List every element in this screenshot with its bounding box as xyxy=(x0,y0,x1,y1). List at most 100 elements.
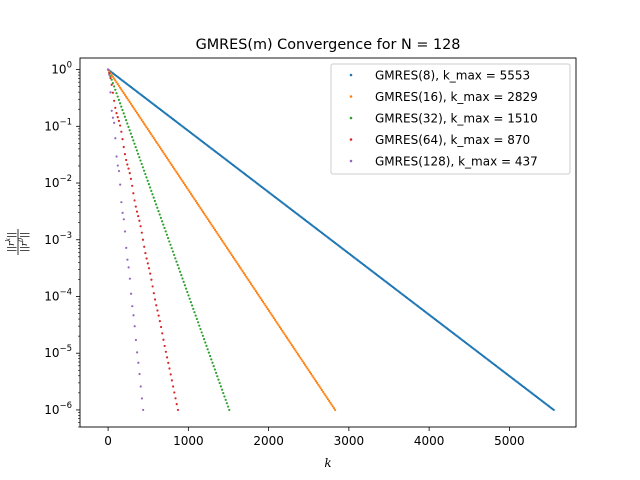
y-tick-label-exp: −6 xyxy=(59,401,72,411)
series-32-point xyxy=(110,78,113,81)
series-32-point xyxy=(213,368,216,371)
series-128-point xyxy=(120,201,123,204)
y-axis-label-numerator: ||rk|| xyxy=(5,232,17,252)
series-16-point xyxy=(279,327,283,330)
series-64-point xyxy=(133,199,136,202)
series-16-point xyxy=(210,223,213,226)
series-64-point xyxy=(129,177,133,180)
series-64-point xyxy=(161,332,164,335)
series-16-point xyxy=(231,255,235,258)
series-16-point xyxy=(119,86,122,89)
x-tick-label: 0 xyxy=(104,434,112,448)
series-16-point xyxy=(237,264,241,267)
series-16-point xyxy=(255,291,259,294)
series-16-point xyxy=(158,145,161,149)
series-64-point xyxy=(132,192,135,195)
series-64 xyxy=(106,68,180,412)
series-32-point xyxy=(116,95,119,98)
x-axis: 0 1000 2000 3000 4000 5000 xyxy=(104,427,525,448)
series-16-point xyxy=(275,320,278,323)
series-32-point xyxy=(211,361,214,364)
series-64-point xyxy=(173,391,176,394)
series-16-point xyxy=(334,408,337,412)
series-64-point xyxy=(150,278,153,281)
series-64-point xyxy=(176,408,180,412)
series-16-point xyxy=(289,342,292,345)
series-32-point xyxy=(168,240,171,243)
series-16-point xyxy=(121,90,124,93)
series-16-point xyxy=(313,378,316,381)
series-32-point xyxy=(124,119,128,122)
series-128-point xyxy=(108,73,111,76)
series-16-point xyxy=(122,91,125,95)
series-128-point xyxy=(140,397,144,400)
series-32-point xyxy=(212,365,215,368)
series-32-point xyxy=(114,88,117,91)
series-32-point xyxy=(187,294,190,297)
series-16-point xyxy=(252,286,255,289)
series-32-point xyxy=(177,267,180,270)
x-tick-label: 2000 xyxy=(253,434,284,448)
series-16-point xyxy=(317,383,320,386)
series-16-point xyxy=(224,244,227,248)
series-32-point xyxy=(120,105,123,108)
series-16-point xyxy=(211,225,214,228)
series-16-point xyxy=(298,354,301,357)
series-16-point xyxy=(151,135,154,138)
y-tick-label-base: 10 xyxy=(44,289,59,303)
series-16-point xyxy=(307,369,310,372)
y-axis-label-denominator-sup: 0 xyxy=(18,238,25,242)
series-16-point xyxy=(273,318,277,321)
series-32-point xyxy=(196,321,200,324)
series-64-point xyxy=(170,379,173,382)
y-tick-label-exp: 0 xyxy=(67,61,72,71)
series-32-point xyxy=(170,247,173,250)
series-16-point xyxy=(164,154,167,158)
series-16-point xyxy=(171,165,175,168)
series-64-point xyxy=(149,272,152,275)
series-64-point xyxy=(153,298,157,301)
y-tick-label-base: 10 xyxy=(44,119,59,133)
series-16-point xyxy=(216,232,219,235)
series-16-point xyxy=(147,129,151,132)
series-16-point xyxy=(278,325,281,329)
x-tick-label: 4000 xyxy=(414,434,445,448)
series-64-point xyxy=(108,72,111,75)
series-16-point xyxy=(111,75,114,78)
y-tick-label: 10−2 xyxy=(44,174,72,190)
series-16-point xyxy=(201,210,205,213)
series-64-point xyxy=(175,403,178,406)
series-32-point xyxy=(200,331,203,334)
series-16-point xyxy=(225,246,229,249)
y-axis-label-numerator-sup: k xyxy=(5,238,12,242)
series-16-point xyxy=(149,131,152,134)
series-16-point xyxy=(314,380,318,383)
series-16-point xyxy=(108,70,111,73)
series-64-point xyxy=(121,138,124,141)
series-64-point xyxy=(143,245,146,248)
series-32-point xyxy=(166,236,170,240)
series-16-point xyxy=(115,81,118,84)
series-64-point xyxy=(123,153,127,156)
series-32-point xyxy=(159,216,162,219)
series-16-point xyxy=(179,176,182,179)
series-64-point xyxy=(169,373,172,376)
series-16-point xyxy=(170,163,173,167)
series-64-point xyxy=(116,116,119,119)
series-16-point xyxy=(153,138,157,141)
series-16-point xyxy=(302,362,306,365)
series-32-point xyxy=(138,156,141,159)
series-32-point xyxy=(210,358,213,361)
series-32-point xyxy=(150,189,153,192)
series-32-point xyxy=(146,179,149,182)
series-64-point xyxy=(141,238,145,241)
series-16-point xyxy=(312,376,315,379)
series-16-point xyxy=(139,117,142,120)
series-16-point xyxy=(141,120,145,123)
series-16-point xyxy=(259,297,262,300)
y-tick-label-base: 10 xyxy=(44,233,59,247)
series-16-point xyxy=(174,169,177,172)
series-16-point xyxy=(242,271,245,275)
series-64-point xyxy=(113,99,116,102)
series-64-point xyxy=(122,145,125,149)
